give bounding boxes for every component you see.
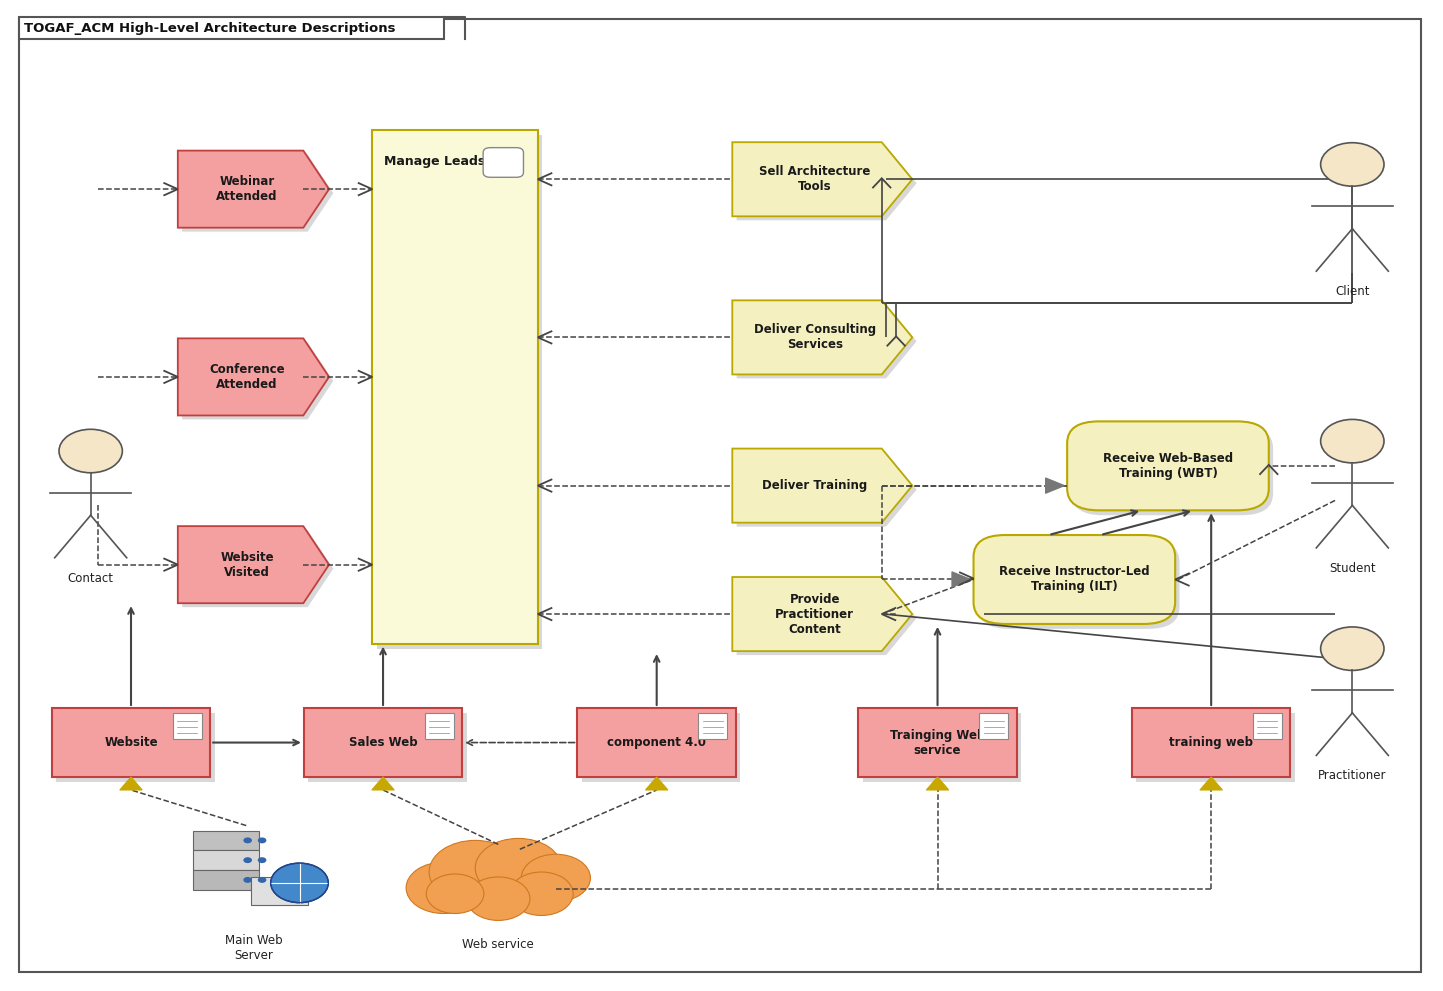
- Text: Receive Instructor-Led
Training (ILT): Receive Instructor-Led Training (ILT): [999, 566, 1150, 594]
- FancyBboxPatch shape: [978, 540, 1179, 629]
- Circle shape: [244, 877, 253, 883]
- FancyBboxPatch shape: [1131, 708, 1290, 777]
- Text: Sales Web: Sales Web: [349, 736, 417, 749]
- Circle shape: [426, 874, 483, 914]
- Polygon shape: [1201, 777, 1222, 790]
- Polygon shape: [182, 342, 333, 419]
- Text: Website: Website: [104, 736, 157, 749]
- Polygon shape: [732, 143, 912, 216]
- Polygon shape: [736, 146, 916, 220]
- FancyBboxPatch shape: [577, 708, 736, 777]
- FancyBboxPatch shape: [980, 713, 1009, 738]
- Text: Web service: Web service: [462, 938, 534, 951]
- Text: Practitioner: Practitioner: [1317, 769, 1387, 782]
- FancyBboxPatch shape: [863, 713, 1022, 782]
- Text: Conference
Attended: Conference Attended: [209, 363, 284, 390]
- Text: Deliver Consulting
Services: Deliver Consulting Services: [753, 323, 876, 352]
- Text: Provide
Practitioner
Content: Provide Practitioner Content: [775, 593, 854, 635]
- Text: Trainging Web
service: Trainging Web service: [890, 728, 986, 756]
- FancyBboxPatch shape: [859, 708, 1017, 777]
- Text: Client: Client: [1335, 285, 1369, 298]
- Circle shape: [258, 857, 267, 863]
- Text: Manage Leads: Manage Leads: [384, 155, 485, 167]
- FancyBboxPatch shape: [52, 708, 211, 777]
- FancyBboxPatch shape: [1253, 713, 1281, 738]
- FancyBboxPatch shape: [19, 19, 1421, 972]
- Circle shape: [258, 877, 267, 883]
- FancyBboxPatch shape: [698, 713, 727, 738]
- Text: Deliver Training: Deliver Training: [762, 479, 867, 493]
- Circle shape: [271, 863, 329, 903]
- Polygon shape: [736, 581, 916, 655]
- FancyBboxPatch shape: [56, 713, 215, 782]
- FancyBboxPatch shape: [19, 17, 443, 39]
- Polygon shape: [952, 572, 971, 588]
- Circle shape: [405, 862, 481, 914]
- FancyBboxPatch shape: [193, 870, 260, 890]
- Polygon shape: [732, 300, 912, 375]
- FancyBboxPatch shape: [582, 713, 740, 782]
- FancyBboxPatch shape: [251, 877, 309, 905]
- Text: Website
Visited: Website Visited: [221, 551, 274, 579]
- Circle shape: [429, 840, 521, 904]
- Polygon shape: [182, 530, 333, 607]
- Text: Webinar
Attended: Webinar Attended: [216, 175, 277, 203]
- Text: training web: training web: [1169, 736, 1253, 749]
- FancyBboxPatch shape: [193, 830, 260, 850]
- Polygon shape: [177, 338, 329, 415]
- Polygon shape: [372, 777, 394, 790]
- Text: Student: Student: [1329, 562, 1375, 575]
- FancyBboxPatch shape: [372, 130, 538, 644]
- Text: TOGAF_ACM High-Level Architecture Descriptions: TOGAF_ACM High-Level Architecture Descri…: [25, 22, 395, 35]
- Polygon shape: [926, 777, 948, 790]
- Circle shape: [1320, 143, 1384, 186]
- FancyBboxPatch shape: [1068, 421, 1268, 510]
- FancyBboxPatch shape: [424, 713, 453, 738]
- Circle shape: [521, 854, 590, 902]
- Polygon shape: [732, 577, 912, 651]
- FancyBboxPatch shape: [173, 713, 202, 738]
- Circle shape: [1320, 627, 1384, 671]
- Text: component 4.0: component 4.0: [608, 736, 706, 749]
- Polygon shape: [1046, 478, 1065, 494]
- Text: Sell Architecture
Tools: Sell Architecture Tools: [759, 165, 870, 193]
- Circle shape: [1320, 419, 1384, 463]
- FancyBboxPatch shape: [483, 148, 524, 177]
- Polygon shape: [736, 304, 916, 379]
- Circle shape: [466, 877, 530, 921]
- FancyBboxPatch shape: [193, 850, 260, 870]
- Polygon shape: [736, 453, 916, 526]
- Text: Contact: Contact: [68, 572, 114, 585]
- Text: Main Web
Server: Main Web Server: [225, 935, 283, 962]
- Polygon shape: [120, 777, 143, 790]
- Circle shape: [509, 872, 573, 916]
- Circle shape: [59, 429, 123, 473]
- Circle shape: [475, 838, 561, 898]
- Polygon shape: [177, 151, 329, 228]
- FancyBboxPatch shape: [974, 535, 1175, 624]
- Polygon shape: [732, 449, 912, 522]
- Circle shape: [244, 837, 253, 843]
- FancyBboxPatch shape: [309, 713, 466, 782]
- Circle shape: [258, 837, 267, 843]
- Circle shape: [244, 857, 253, 863]
- FancyBboxPatch shape: [1136, 713, 1294, 782]
- FancyBboxPatch shape: [377, 135, 543, 649]
- Polygon shape: [182, 155, 333, 232]
- FancyBboxPatch shape: [1072, 426, 1273, 515]
- Polygon shape: [177, 526, 329, 604]
- Polygon shape: [645, 777, 668, 790]
- Text: Receive Web-Based
Training (WBT): Receive Web-Based Training (WBT): [1102, 452, 1232, 480]
- FancyBboxPatch shape: [304, 708, 462, 777]
